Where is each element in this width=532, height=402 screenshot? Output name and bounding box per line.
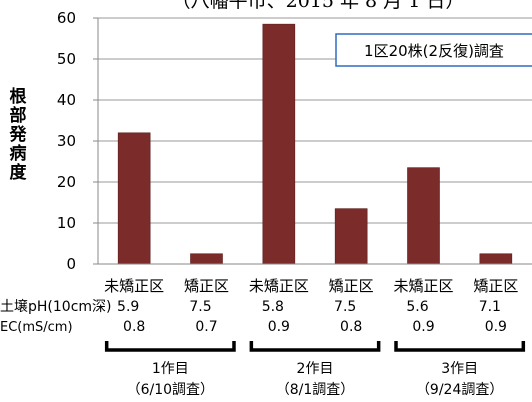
bars — [117, 23, 513, 265]
table-cell: 7.5 — [334, 299, 356, 315]
y-tick-label: 0 — [66, 255, 76, 273]
table-cell: 0.8 — [340, 319, 362, 335]
table-row-label: 土壌pH(10cm深) — [0, 299, 112, 315]
y-axis-label-char: 根 — [10, 86, 27, 107]
x-tick-label: 矯正区 — [329, 277, 374, 295]
y-tick-label: 60 — [57, 9, 76, 27]
annotation-text: 1区20株(2反復)調査 — [364, 42, 504, 60]
table-cell: 5.8 — [262, 299, 284, 315]
group-note: （6/10調査） — [127, 382, 214, 398]
y-axis-label-char: 病 — [10, 143, 27, 164]
y-tick-label: 40 — [57, 91, 76, 109]
data-table: 土壌pH(10cm深) 5.9 7.5 5.8 7.5 5.6 7.1 EC(mS/cm) 0.… — [0, 299, 507, 335]
y-tick-label: 50 — [57, 50, 76, 68]
table-cell: 7.1 — [479, 299, 501, 315]
bar — [117, 132, 151, 265]
annotation-frame — [335, 33, 532, 67]
x-tick-label: 矯正区 — [473, 277, 518, 295]
y-axis-label-char: 部 — [10, 105, 27, 126]
bar — [407, 167, 440, 265]
group-bracket — [104, 341, 236, 352]
table-cell: 5.6 — [406, 299, 428, 315]
x-tick-label: 矯正区 — [184, 277, 229, 295]
bar — [334, 208, 368, 265]
group-name: 3作目 — [441, 361, 478, 377]
table-cell: 0.7 — [195, 319, 217, 335]
y-axis: 0 10 20 30 40 50 60 — [57, 9, 532, 273]
y-tick-label: 30 — [57, 132, 76, 150]
group-note: （9/24調査） — [416, 382, 503, 398]
bar — [190, 253, 223, 265]
group-note: （8/1調査） — [276, 382, 355, 398]
x-axis-labels: 未矯正区 矯正区 未矯正区 矯正区 未矯正区 矯正区 — [104, 277, 518, 295]
table-cell: 0.9 — [268, 319, 290, 335]
y-axis-label-char: 発 — [9, 124, 28, 145]
table-row-label: EC(mS/cm) — [0, 320, 73, 335]
group-bracket — [394, 341, 526, 352]
group-name: 2作目 — [297, 361, 334, 377]
table-cell: 0.8 — [123, 319, 145, 335]
bar — [479, 253, 513, 265]
bar — [262, 23, 296, 265]
x-tick-label: 未矯正区 — [393, 277, 453, 295]
y-tick-label: 10 — [57, 214, 76, 232]
x-tick-label: 未矯正区 — [104, 277, 164, 295]
y-axis-label-char: 度 — [10, 162, 28, 183]
x-tick-label: 未矯正区 — [249, 277, 309, 295]
table-cell: 5.9 — [117, 299, 139, 315]
y-tick-label: 20 — [57, 173, 76, 191]
table-cell: 0.9 — [412, 319, 434, 335]
chart-subtitle: （八幡平市、2015 年 8 月 1 日） — [172, 0, 465, 12]
table-cell: 0.9 — [485, 319, 507, 335]
table-cell: 7.5 — [189, 299, 211, 315]
annotation-box: 1区20株(2反復)調査 — [335, 33, 532, 67]
group-bracket — [249, 341, 381, 352]
group-name: 1作目 — [152, 361, 189, 377]
grid — [98, 17, 532, 224]
group-brackets: 1作目 （6/10調査） 2作目 （8/1調査） 3作目 （9/24調査） — [104, 341, 526, 398]
